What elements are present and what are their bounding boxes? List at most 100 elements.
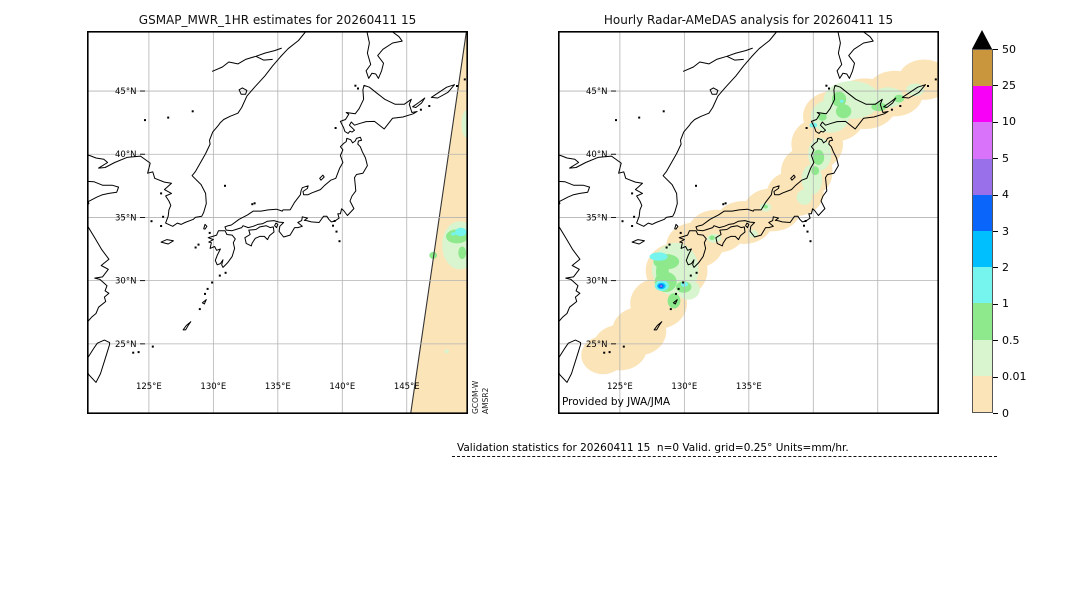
lat-tick-label: 40°N xyxy=(115,150,136,160)
coastline-shikoku xyxy=(715,225,746,247)
coastline-tsushima xyxy=(674,223,679,230)
island-dot xyxy=(669,308,672,311)
satellite-annotation: GCOM-W AMSR2 xyxy=(471,381,490,414)
island-dot xyxy=(927,85,929,87)
precip-blob xyxy=(872,87,904,108)
island-dot xyxy=(338,240,341,243)
island-dot xyxy=(357,87,359,90)
island-dots xyxy=(603,78,937,354)
island-dot xyxy=(631,192,634,195)
coastline-amami xyxy=(672,299,678,305)
island-dot xyxy=(334,127,337,129)
coastline-honshu xyxy=(224,136,368,238)
colorbar-tick-mark xyxy=(993,194,998,196)
island-dot xyxy=(144,119,146,122)
island-dot xyxy=(204,292,206,295)
island-dot xyxy=(428,105,431,107)
lon-tick-label: 140°E xyxy=(329,382,355,392)
precip-blob xyxy=(458,246,467,260)
island-dot xyxy=(251,203,254,206)
colorbar-over-arrow xyxy=(972,30,992,49)
island-dot xyxy=(191,110,194,113)
island-dot xyxy=(890,108,893,111)
lat-tick-label: 35°N xyxy=(586,213,607,223)
coastline-hokkaido xyxy=(810,84,889,134)
radar-map-panel: 45°N 40°N 35°N 30°N 25°N 125°E 130°E 135°E Provi… xyxy=(558,31,939,414)
coastline-kunashiri xyxy=(883,97,897,108)
island-dot xyxy=(828,87,830,90)
island-dot xyxy=(934,78,937,81)
colorbar-segment xyxy=(973,339,992,376)
lat-tick-label: 45°N xyxy=(115,87,136,97)
island-dot xyxy=(608,351,611,354)
island-dot xyxy=(206,287,209,290)
colorbar-tick-label: 3 xyxy=(1002,224,1009,238)
lon-tick-label: 125°E xyxy=(136,382,162,392)
colorbar: 50 25 10 5 4 3 2 1 0.5 0.01 0 xyxy=(972,30,1042,430)
precip-blob xyxy=(812,149,825,165)
precip-blob xyxy=(461,110,468,138)
island-dot xyxy=(603,351,606,354)
panel-border xyxy=(558,31,939,414)
island-dot xyxy=(899,105,902,107)
island-dot xyxy=(197,243,200,246)
coastline-jiangsu-zhejiang xyxy=(87,224,110,323)
island-dot xyxy=(662,110,665,113)
coastline-amur-river xyxy=(211,47,282,72)
precip-blob xyxy=(839,99,844,103)
island-dot xyxy=(695,271,698,274)
colorbar-tick-label: 10 xyxy=(1002,115,1016,129)
colorbar-segment xyxy=(973,375,992,412)
colorbar-tick-mark xyxy=(993,231,998,232)
colorbar-tick-label: 5 xyxy=(1002,151,1009,165)
precip-blob xyxy=(709,235,715,240)
coastline-hokkaido xyxy=(339,84,418,134)
credit-label: Provided by JWA/JMA xyxy=(562,396,671,408)
colorbar-segment xyxy=(973,122,992,159)
island-dot xyxy=(198,308,201,311)
radar-panel-title: Hourly Radar-AMeDAS analysis for 2026041… xyxy=(603,13,894,27)
island-dot xyxy=(167,116,170,119)
island-dot xyxy=(335,230,338,233)
coastline-continent-russia-korea-china xyxy=(87,31,307,227)
gridlines xyxy=(558,31,939,414)
island-dot xyxy=(825,84,828,87)
colorbar-tick-mark xyxy=(993,49,998,50)
island-dot xyxy=(160,225,163,227)
coastline-amur-branch xyxy=(255,55,273,61)
island-dot xyxy=(677,287,680,290)
map-tick-labels: 45°N 40°N 35°N 30°N 25°N 125°E 130°E 135°E xyxy=(586,87,762,392)
island-dot xyxy=(695,184,697,187)
footer-dashed-line xyxy=(452,456,997,457)
colorbar-tick-mark xyxy=(993,376,998,378)
island-dot xyxy=(622,345,625,348)
colorbar-tick-label: 0.5 xyxy=(1002,333,1020,347)
island-dot xyxy=(150,220,153,223)
colorbar-segment xyxy=(973,267,992,304)
colorbar-tick-mark xyxy=(993,267,998,269)
colorbar-tick-mark xyxy=(993,340,998,342)
validation-caption: Validation statistics for 20260411 15 n=… xyxy=(457,442,849,454)
island-dot xyxy=(419,108,422,111)
colorbar-segment xyxy=(973,86,992,123)
precip-blob xyxy=(832,91,847,107)
colorbar-tick-label: 50 xyxy=(1002,42,1016,56)
precip-blob xyxy=(581,336,625,375)
coastline-lake-khanka xyxy=(238,87,248,95)
island-dot xyxy=(806,230,809,233)
lat-tick-label: 25°N xyxy=(115,340,136,350)
lat-tick-label: 25°N xyxy=(586,340,607,350)
island-dot xyxy=(132,351,135,354)
colorbar-tick-label: 0 xyxy=(1002,406,1009,420)
precip-blob xyxy=(649,252,668,261)
gsmap-panel-title: GSMAP_MWR_1HR estimates for 20260411 15 xyxy=(138,13,417,27)
precip-blob xyxy=(893,94,905,103)
colorbar-tick-mark xyxy=(993,303,998,305)
precip-blob xyxy=(444,349,450,354)
island-dot xyxy=(615,119,617,122)
precip-field xyxy=(581,59,939,375)
precip-blob xyxy=(796,189,812,205)
island-dot xyxy=(137,351,140,354)
colorbar-tick-label: 25 xyxy=(1002,78,1016,92)
island-dot xyxy=(332,224,334,227)
